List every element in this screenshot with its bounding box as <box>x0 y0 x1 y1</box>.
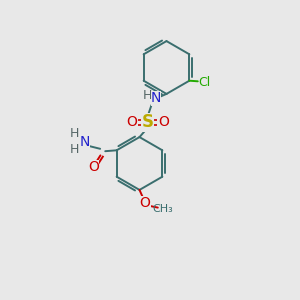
Text: CH₃: CH₃ <box>152 204 173 214</box>
Text: N: N <box>79 135 90 149</box>
Text: N: N <box>151 92 161 105</box>
Text: O: O <box>127 116 137 129</box>
Text: Cl: Cl <box>199 76 211 89</box>
Text: H: H <box>143 89 152 102</box>
Text: H: H <box>70 143 79 156</box>
Text: O: O <box>158 116 169 129</box>
Text: S: S <box>142 113 154 131</box>
Text: O: O <box>88 160 99 174</box>
Text: O: O <box>140 196 150 210</box>
Text: H: H <box>70 127 79 140</box>
